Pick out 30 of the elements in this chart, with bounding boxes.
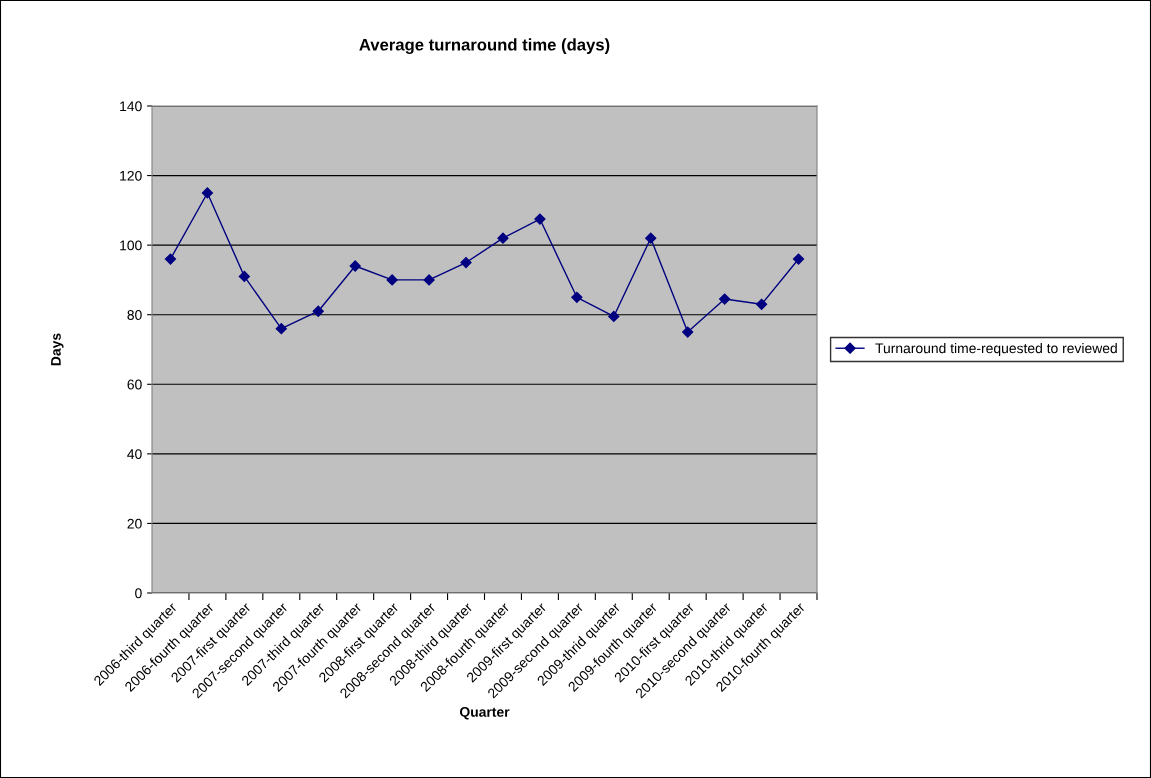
point [238, 270, 250, 283]
y-tick-label: 120 [120, 170, 142, 181]
point [312, 305, 324, 317]
point [460, 256, 472, 269]
point [645, 232, 657, 244]
point [792, 253, 805, 265]
x-axis-title: Quarter [459, 707, 510, 720]
y-axis-title: Days [51, 333, 64, 366]
point [349, 260, 361, 272]
point [534, 213, 546, 225]
y-tick-label: 0 [135, 588, 142, 599]
y-tick-label: 20 [127, 518, 142, 529]
point [719, 293, 731, 305]
point [755, 298, 768, 310]
y-tick-label: 60 [127, 379, 142, 390]
y-tick-label: 40 [127, 449, 142, 460]
y-tick-label: 140 [120, 101, 142, 112]
point [608, 310, 620, 323]
point [386, 274, 398, 286]
y-tick-label: 80 [127, 310, 142, 320]
point [497, 232, 509, 244]
point [682, 326, 694, 338]
point [164, 253, 177, 265]
point [571, 291, 583, 303]
point [275, 323, 287, 335]
y-tick-label: 100 [120, 240, 142, 251]
point [201, 187, 214, 199]
chart-title: Average turnaround time (days) [359, 38, 610, 54]
legend-label: Turnaround time-requested to reviewed [875, 343, 1117, 356]
point [423, 274, 435, 286]
